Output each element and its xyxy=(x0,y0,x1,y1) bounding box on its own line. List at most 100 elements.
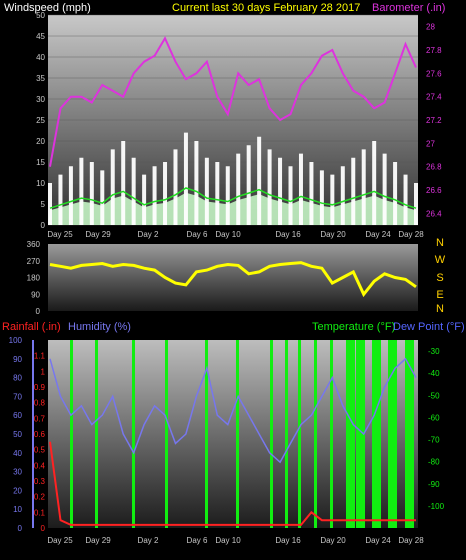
rainfall-line xyxy=(49,441,416,526)
x-tick-label-bottom: Day 16 xyxy=(275,536,301,545)
wind-tick-label: 10 xyxy=(36,179,45,188)
wind-tick-label: 50 xyxy=(36,11,45,20)
compass-label: N xyxy=(436,303,444,315)
compass-label: S xyxy=(436,272,443,284)
temperature-column xyxy=(388,340,397,528)
wind-tick-label: 45 xyxy=(36,32,45,41)
chart-title: Current last 30 days February 28 2017 xyxy=(172,2,360,14)
temperature-column xyxy=(372,340,381,528)
wind-average-fill xyxy=(48,192,418,225)
x-tick-label-top: Day 16 xyxy=(275,230,301,239)
wind-tick-label: 5 xyxy=(41,200,46,209)
chart-left-title: Windspeed (mph) xyxy=(4,2,91,14)
temperature-column xyxy=(346,340,355,528)
humidity-axis-label: Humidity (%) xyxy=(68,321,131,333)
x-tick-label-bottom: Day 20 xyxy=(320,536,346,545)
rain-tick-label: 1.1 xyxy=(34,352,46,361)
barometer-tick-label: 27.8 xyxy=(426,46,442,55)
temperature-tick-label: -30 xyxy=(428,347,440,356)
rain-tick-label: 1 xyxy=(41,367,46,376)
wind-tick-label: 40 xyxy=(36,53,45,62)
wind-tick-label: 20 xyxy=(36,137,45,146)
rain-axis-label: Rainfall (.in) xyxy=(2,321,61,333)
wind-tick-label: 30 xyxy=(36,95,45,104)
temperature-axis-label: Temperature (°F) xyxy=(312,321,395,333)
direction-tick-label: 270 xyxy=(27,257,41,266)
rain-tick-label: 0.7 xyxy=(34,414,46,423)
direction-tick-label: 180 xyxy=(27,274,41,283)
wind-tick-label: 0 xyxy=(41,221,46,230)
temperature-column xyxy=(165,340,168,528)
rain-tick-label: 0.1 xyxy=(34,508,46,517)
humidity-line xyxy=(49,357,417,464)
rain-tick-label: 0.9 xyxy=(34,383,46,392)
temperature-column xyxy=(236,340,239,528)
temperature-column xyxy=(95,340,98,528)
x-tick-label-top: Day 25 xyxy=(47,230,73,239)
direction-tick-label: 360 xyxy=(27,240,41,249)
humidity-tick-label: 90 xyxy=(13,355,22,364)
x-tick-label-bottom: Day 25 xyxy=(47,536,73,545)
humidity-tick-label: 100 xyxy=(9,336,23,345)
rain-tick-label: 0.6 xyxy=(34,430,46,439)
x-tick-label-top: Day 6 xyxy=(187,230,208,239)
direction-tick-label: 90 xyxy=(31,290,40,299)
temperature-column xyxy=(356,340,365,528)
dewpoint-axis-label: Dew Point (°F) xyxy=(393,321,465,333)
humidity-tick-label: 0 xyxy=(18,524,23,533)
compass-label: E xyxy=(436,289,443,301)
temperature-column xyxy=(205,340,208,528)
temperature-column xyxy=(298,340,301,528)
temperature-column xyxy=(314,340,317,528)
x-tick-label-top: Day 28 xyxy=(398,230,424,239)
temperature-tick-label: -50 xyxy=(428,391,440,400)
x-tick-label-top: Day 2 xyxy=(138,230,159,239)
wind-average-line xyxy=(49,187,417,209)
barometer-tick-label: 27.6 xyxy=(426,69,442,78)
humidity-tick-label: 80 xyxy=(13,374,22,383)
x-tick-label-bottom: Day 24 xyxy=(365,536,391,545)
x-tick-label-top: Day 20 xyxy=(320,230,346,239)
barometer-tick-label: 27.2 xyxy=(426,116,442,125)
barometer-tick-label: 28 xyxy=(426,23,435,32)
rain-tick-label: 0.4 xyxy=(34,461,46,470)
x-tick-label-top: Day 10 xyxy=(215,230,241,239)
temperature-tick-label: -40 xyxy=(428,369,440,378)
x-tick-label-bottom: Day 10 xyxy=(215,536,241,545)
temperature-column xyxy=(132,340,135,528)
humidity-tick-label: 20 xyxy=(13,486,22,495)
humidity-tick-label: 60 xyxy=(13,411,22,420)
temperature-column xyxy=(270,340,273,528)
wind-tick-label: 15 xyxy=(36,158,45,167)
temperature-tick-label: -100 xyxy=(428,502,445,511)
temperature-tick-label: -80 xyxy=(428,458,440,467)
direction-plot-area xyxy=(48,244,418,311)
x-tick-label-top: Day 29 xyxy=(85,230,111,239)
temperature-tick-label: -90 xyxy=(428,480,440,489)
wind-tick-label: 25 xyxy=(36,116,45,125)
humidity-tick-label: 10 xyxy=(13,505,22,514)
barometer-tick-label: 26.4 xyxy=(426,209,442,218)
rain-tick-label: 0.2 xyxy=(34,493,46,502)
barometer-tick-label: 26.8 xyxy=(426,163,442,172)
wind-direction-line xyxy=(49,261,417,298)
temperature-tick-label: -70 xyxy=(428,436,440,445)
x-tick-label-bottom: Day 6 xyxy=(187,536,208,545)
temperature-tick-label: -60 xyxy=(428,413,440,422)
direction-tick-label: 0 xyxy=(36,307,41,316)
barometer-tick-label: 27 xyxy=(426,139,435,148)
chart-right-title: Barometer (.in) xyxy=(372,2,445,14)
barometer-tick-label: 27.4 xyxy=(426,93,442,102)
rain-tick-label: 0 xyxy=(41,524,46,533)
rain-tick-label: 0.8 xyxy=(34,399,46,408)
x-tick-label-top: Day 24 xyxy=(365,230,391,239)
compass-label: N xyxy=(436,237,444,249)
humidity-tick-label: 50 xyxy=(13,430,22,439)
temperature-column xyxy=(330,340,333,528)
barometer-tick-label: 26.6 xyxy=(426,186,442,195)
barometer-line xyxy=(49,36,417,167)
temperature-column xyxy=(70,340,73,528)
x-tick-label-bottom: Day 28 xyxy=(398,536,424,545)
temperature-column xyxy=(285,340,288,528)
